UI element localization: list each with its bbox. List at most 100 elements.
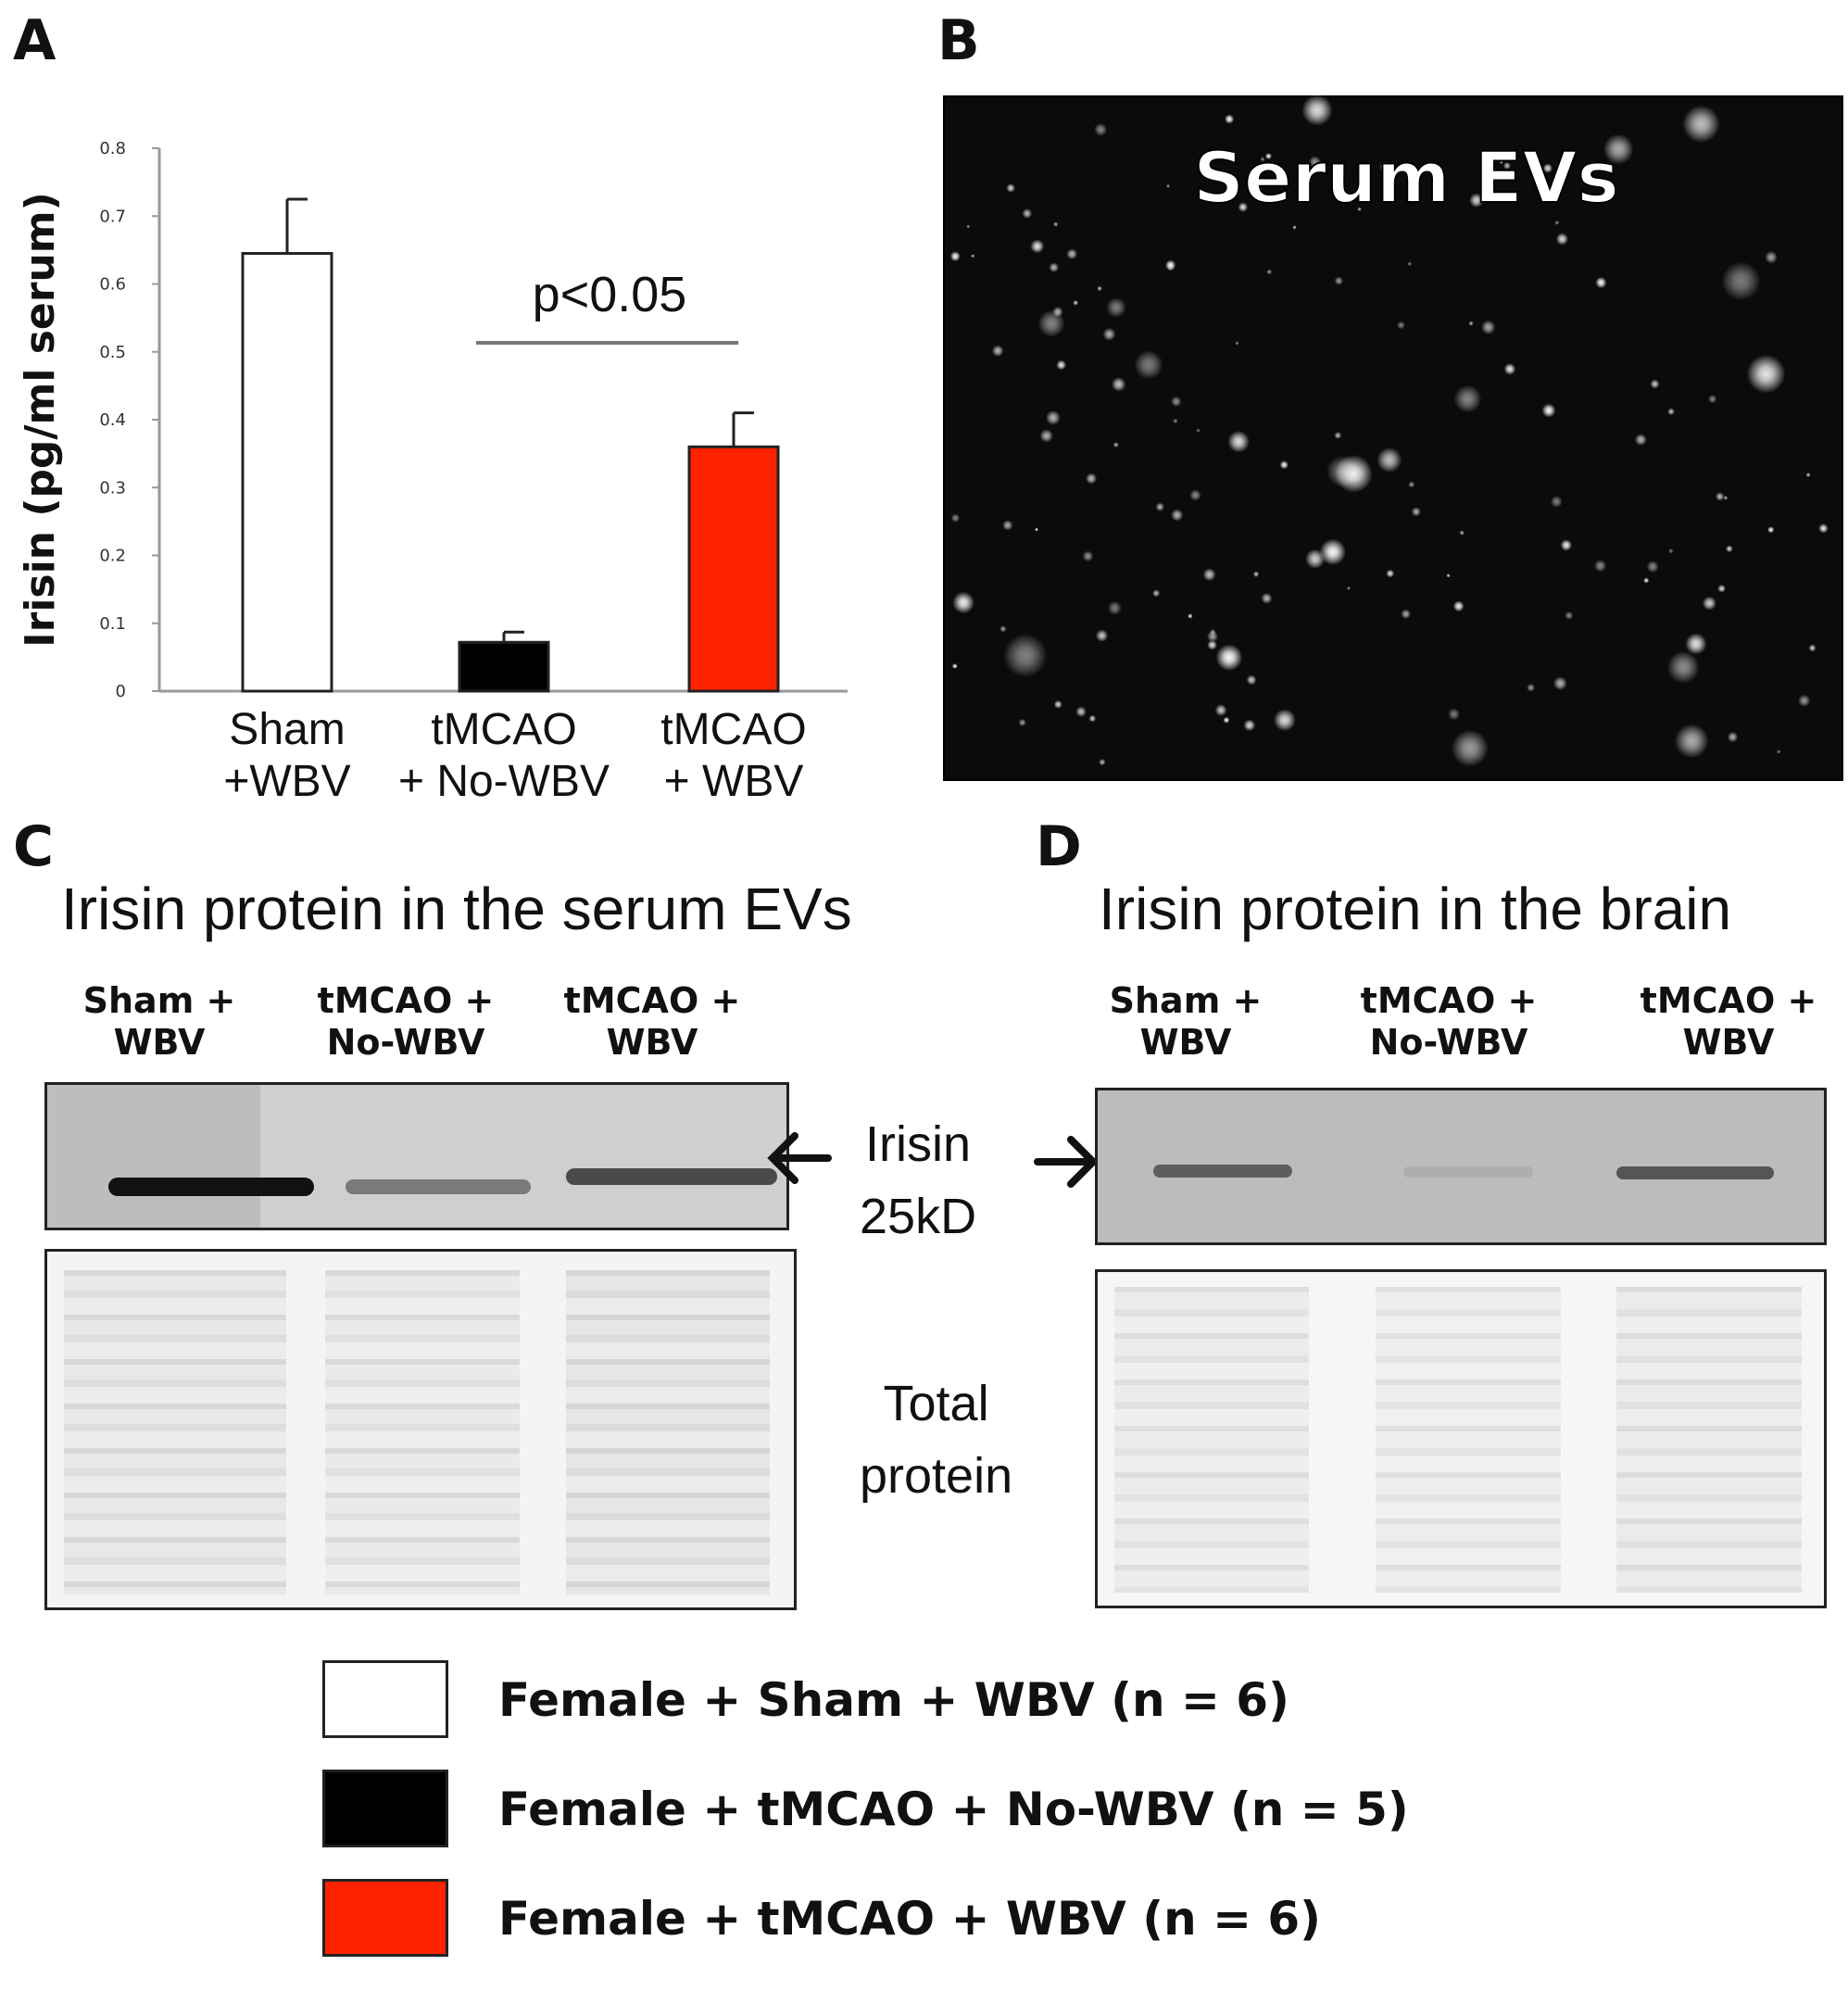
ev-particle [1448,708,1461,721]
ev-particle [1173,418,1178,424]
ev-particle [1650,379,1660,389]
legend-swatch [322,1660,448,1738]
ev-particle [1776,750,1781,754]
ev-particle [1053,699,1062,709]
panel-c-irisin-blot [44,1082,789,1230]
ev-particle [1643,577,1650,584]
ev-particle [966,224,971,229]
ev-particle [1039,429,1053,443]
ev-particle [1542,163,1553,173]
panel-label-c: C [13,814,55,879]
panel-label-b: B [937,8,980,73]
ev-particle [1264,152,1273,160]
y-tick-label: 0.8 [99,139,126,158]
irisin-25kd-label: Irisin 25kD [860,1116,977,1245]
ev-particle [1721,261,1761,301]
ev-particle [1715,492,1725,501]
ev-particle [1682,105,1720,144]
ev-particle [1045,410,1061,425]
ev-particle [1215,644,1243,672]
ev-particle [1022,208,1033,219]
ev-particle [1155,502,1165,511]
ev-particle [1099,758,1106,766]
ev-particle [1667,548,1674,554]
ev-particle [1397,321,1405,330]
ev-particle [1411,507,1421,517]
ev-particle [1503,363,1516,375]
ev-particle [1052,221,1059,227]
ev-particle [1095,629,1109,642]
ev-particle [1634,434,1647,447]
ev-particle [1073,299,1079,306]
ev-particle [1685,633,1707,655]
ev-particle [1553,676,1567,691]
ev-particle [1480,320,1496,334]
ev-particle [1088,714,1097,723]
category-label: tMCAO [431,705,576,754]
ev-particle [1674,724,1709,759]
ev-particle [1377,447,1402,473]
serum-evs-label: Serum EVs [1193,136,1619,219]
ev-particle [1560,539,1573,551]
ev-particle [1646,561,1659,573]
ev-particle [1164,259,1176,271]
ev-particle [1319,538,1347,566]
ev-particle [1446,573,1451,578]
category-label: +WBV [223,757,350,806]
legend-label: Female + tMCAO + WBV (n = 6) [498,1892,1322,1946]
legend-swatch [322,1879,448,1957]
ev-particle [1260,157,1265,162]
panel-d-band-2 [1403,1166,1533,1178]
ev-particle [1408,481,1415,488]
ev-particle [1702,596,1716,611]
ev-particle [1049,262,1060,273]
category-label: + WBV [664,757,804,806]
ev-particle [1595,276,1607,289]
ev-particle [1459,530,1465,536]
ev-particle [1030,239,1045,254]
panel-d-lane-1: Sham + WBV [1109,980,1263,1063]
ev-particle [1171,396,1182,408]
total-protein-label: Total protein [860,1376,1013,1505]
y-axis-label: Irisin (pg/ml serum) [17,192,64,648]
y-tick-label: 0.2 [99,547,126,566]
ev-particle [1334,276,1344,285]
ev-particle [1723,495,1729,500]
arrow-left-icon [767,1132,832,1184]
bar-chart: 0 0.1 0.2 0.3 0.4 0.5 0.6 0.7 0.8 Irisin (pg/ml s… [17,139,848,806]
ev-particle [1378,161,1390,172]
ev-particle [1453,384,1482,413]
ev-particle [1666,650,1700,684]
ev-particle [1386,569,1395,578]
legend-swatch [322,1770,448,1847]
significance-label: p<0.05 [533,267,687,322]
ev-particle [950,513,961,523]
ev-particle [1301,95,1333,126]
ev-particle [1235,341,1239,346]
panel-c-lane-3: tMCAO + WBV [563,980,741,1063]
ev-particle [1279,460,1289,470]
panel-d-title: Irisin protein in the brain [1099,876,1732,942]
category-label: Sham [229,705,345,754]
ev-particle [1171,509,1184,522]
category-label: + No-WBV [398,757,610,806]
ev-particle [1106,296,1126,318]
panel-d-band-3 [1616,1166,1774,1179]
panel-c-band-1 [108,1178,314,1196]
ev-particle [1243,719,1256,732]
ev-particle [1188,613,1193,619]
ev-particle [1113,442,1119,448]
ev-particle [1593,560,1607,573]
panel-d-lane-2: tMCAO + No-WBV [1360,980,1538,1063]
legend-item-tmcao-wbv: Female + tMCAO + WBV (n = 6) [322,1879,1619,1968]
ev-particle [1767,526,1775,534]
ev-particle [1451,729,1490,767]
ev-particle [1499,160,1503,165]
legend-item-tmcao-no-wbv: Female + tMCAO + No-WBV (n = 5) [322,1770,1619,1859]
legend-label: Female + Sham + WBV (n = 6) [498,1673,1289,1727]
ev-particle [1252,571,1260,577]
ev-particle [1541,403,1556,418]
ev-particle [1326,455,1358,487]
ev-particle [1765,250,1778,264]
legend-label: Female + tMCAO + No-WBV (n = 5) [498,1783,1409,1836]
